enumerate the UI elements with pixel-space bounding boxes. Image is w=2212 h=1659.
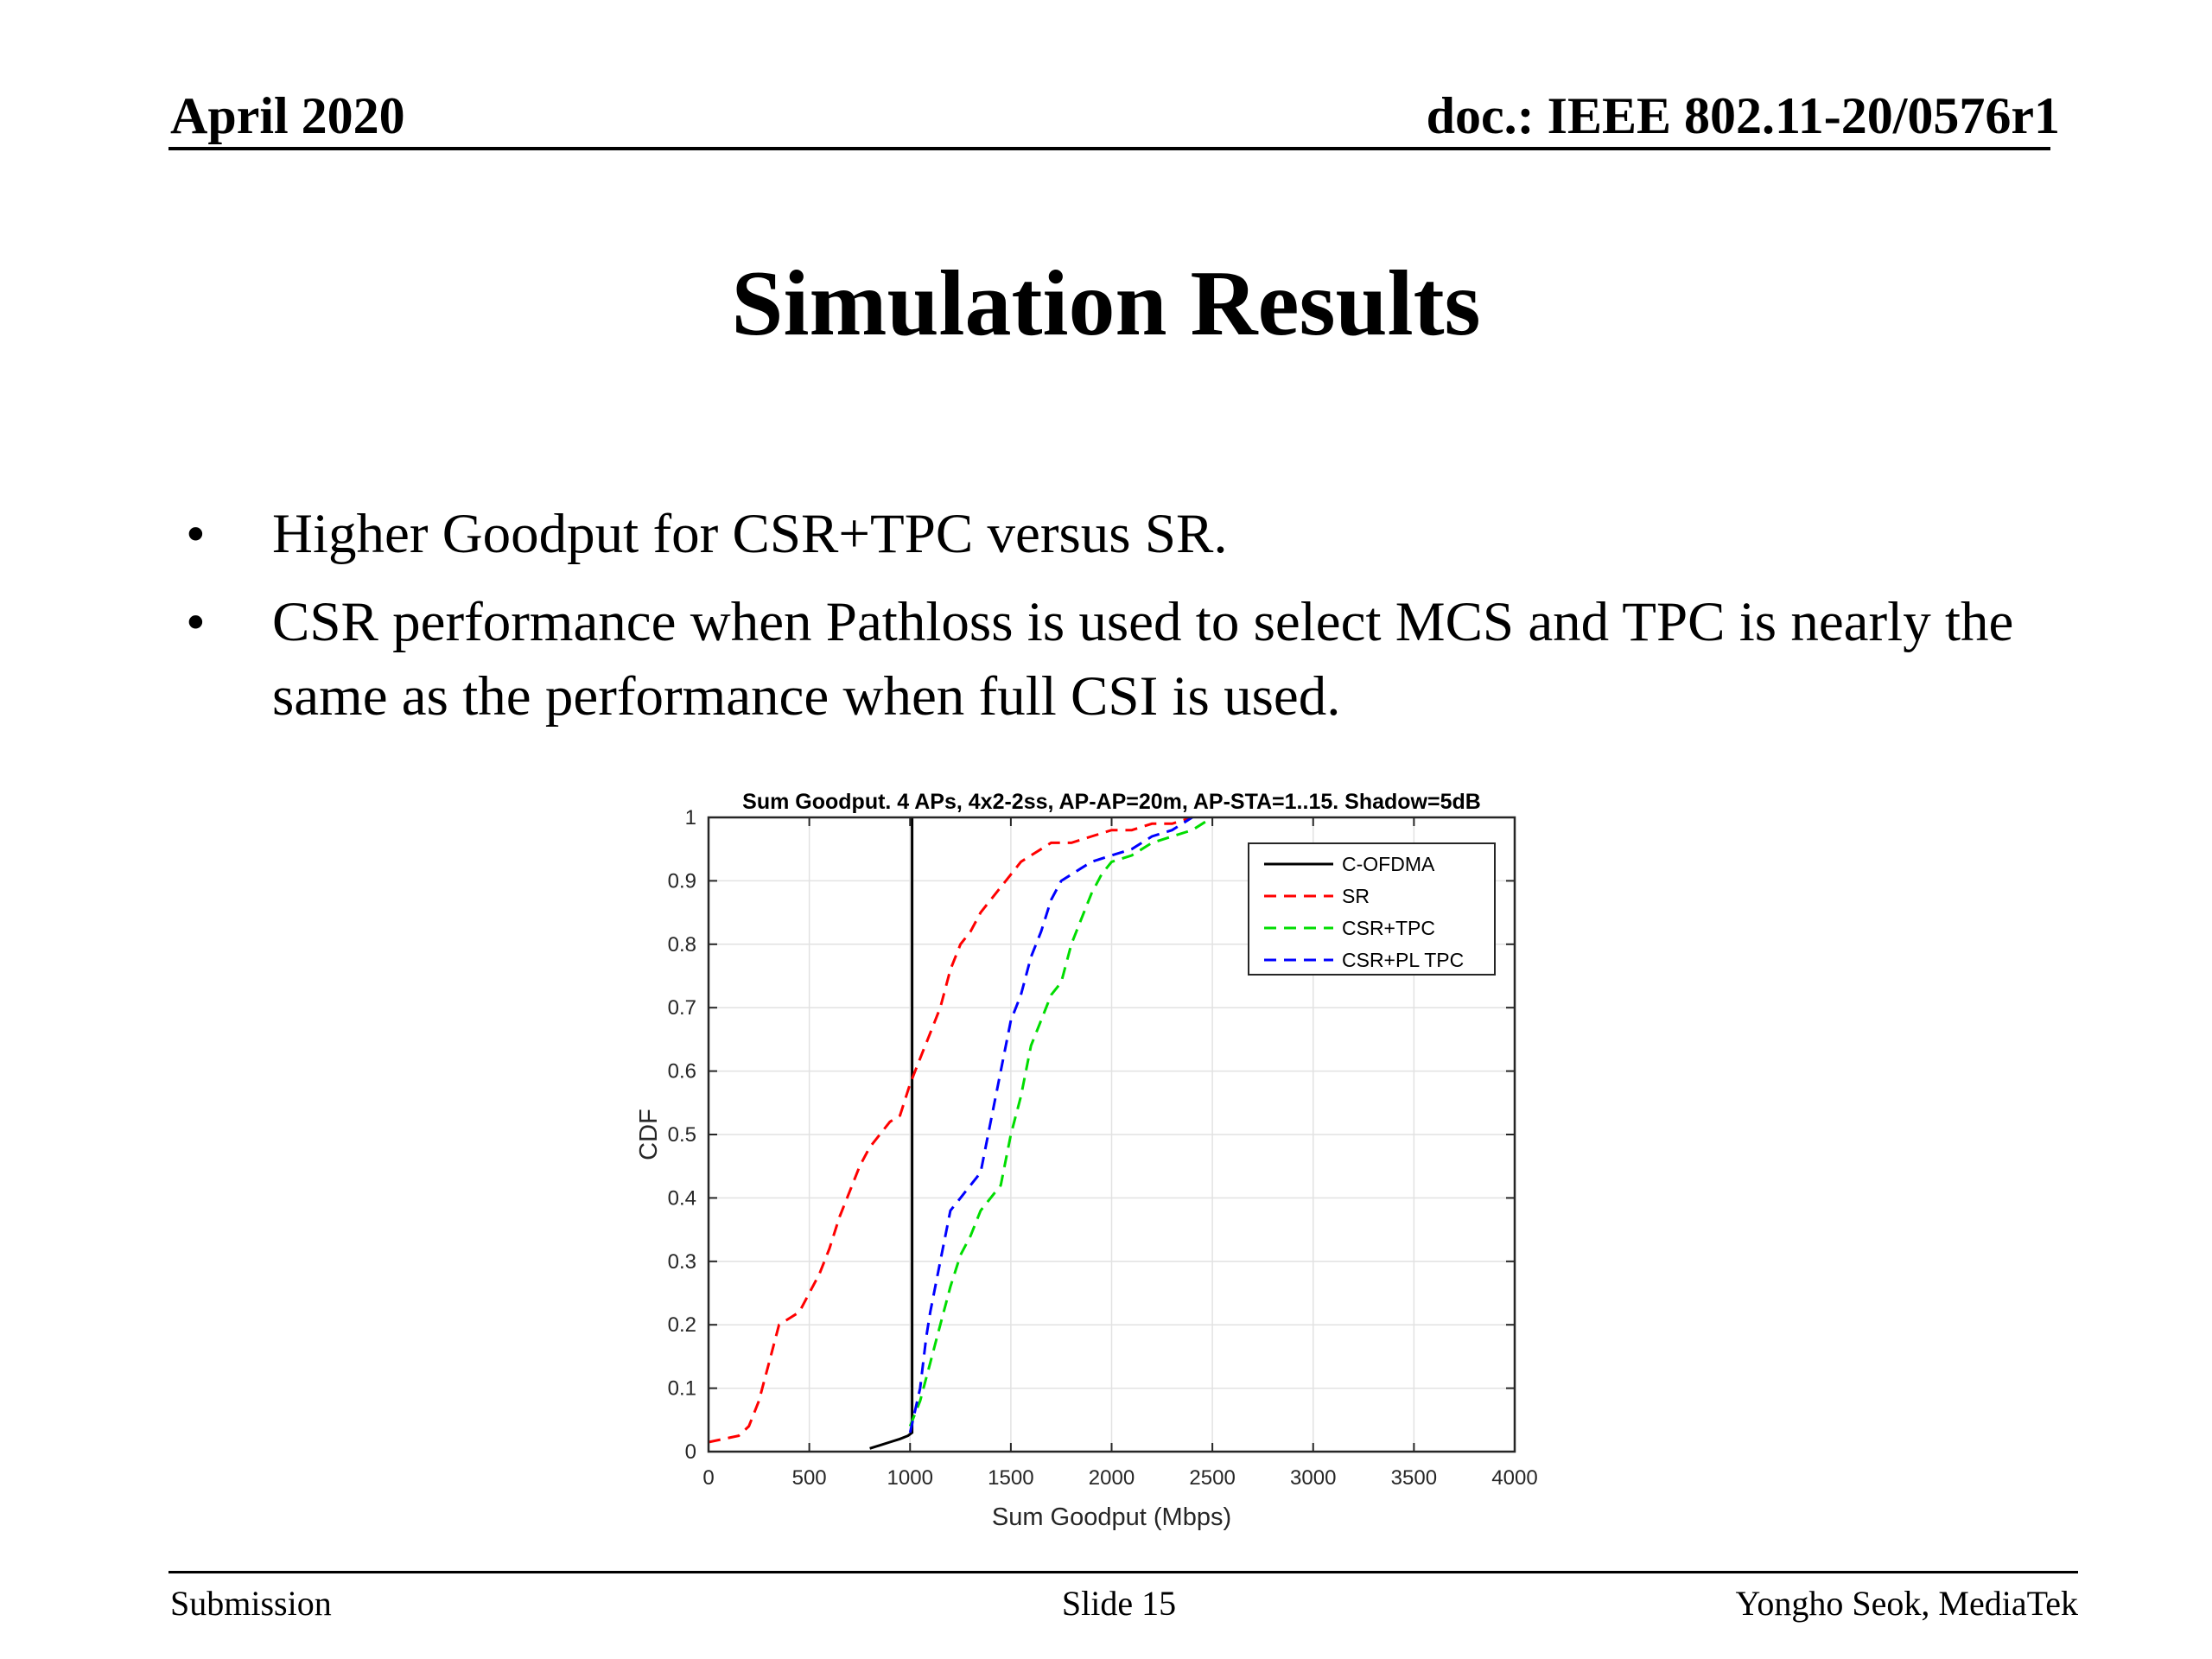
y-tick-label: 0.2: [668, 1313, 696, 1337]
y-tick-label: 0.9: [668, 869, 696, 893]
y-tick-label: 1: [685, 806, 696, 830]
header-doc-number: doc.: IEEE 802.11-20/0576r1: [1426, 87, 2060, 144]
x-tick-label: 3000: [1290, 1466, 1336, 1490]
footer-rule: [168, 1571, 2078, 1573]
footer-author: Yongho Seok, MediaTek: [1735, 1584, 2078, 1623]
bullet-text: Higher Goodput for CSR+TPC versus SR.: [272, 503, 1228, 565]
series-line-c-ofdma: [869, 817, 914, 1450]
bullet-list: • Higher Goodput for CSR+TPC versus SR. …: [186, 497, 2087, 747]
bullet-text: CSR performance when Pathloss is used to…: [272, 591, 2014, 728]
bullet-symbol: •: [186, 503, 206, 565]
legend-label: SR: [1342, 885, 1370, 907]
legend-label: C-OFDMA: [1342, 853, 1435, 875]
header-date: April 2020: [170, 87, 405, 144]
bullet-symbol: •: [186, 591, 206, 653]
x-tick-label: 4000: [1491, 1466, 1537, 1490]
y-tick-label: 0.1: [668, 1377, 696, 1401]
footer-slide-number: Slide 15: [1061, 1584, 1177, 1623]
slide-title: Simulation Results: [731, 252, 1481, 355]
x-tick-label: 3500: [1391, 1466, 1437, 1490]
series-line-sr: [708, 816, 1193, 1444]
bullet-item: • Higher Goodput for CSR+TPC versus SR.: [186, 497, 2087, 571]
footer-submission: Submission: [170, 1584, 332, 1623]
y-axis-label: CDF: [635, 1109, 663, 1160]
y-tick-label: 0.3: [668, 1250, 696, 1274]
cdf-chart: 0 500 1000 1500 2000 2500 3000 3500 4000 0 0.1 0.2 0…: [605, 778, 1573, 1547]
x-tick-label: 2500: [1189, 1466, 1235, 1490]
y-tick-label: 0.4: [668, 1186, 696, 1210]
x-tick-label: 1000: [887, 1466, 933, 1490]
bullet-item: • CSR performance when Pathloss is used …: [186, 585, 2087, 734]
header-rule: [168, 147, 2050, 150]
y-tick-label: 0.8: [668, 933, 696, 957]
x-tick-label: 0: [702, 1466, 714, 1490]
chart-svg: 0 500 1000 1500 2000 2500 3000 3500 4000 0 0.1 0.2 0…: [635, 790, 1538, 1531]
legend-label: CSR+TPC: [1342, 917, 1435, 939]
chart-title: Sum Goodput. 4 APs, 4x2-2ss, AP-AP=20m, …: [742, 790, 1481, 814]
series-line-csr-tpc: [908, 816, 1213, 1427]
y-tick-label: 0: [685, 1440, 696, 1464]
x-axis-label: Sum Goodput (Mbps): [992, 1503, 1231, 1531]
y-tick-label: 0.6: [668, 1060, 696, 1084]
x-tick-label: 2000: [1089, 1466, 1135, 1490]
y-tick-label: 0.5: [668, 1123, 696, 1147]
x-tick-label: 500: [792, 1466, 827, 1490]
x-tick-label: 1500: [988, 1466, 1033, 1490]
y-tick-label: 0.7: [668, 996, 696, 1020]
legend-label: CSR+PL TPC: [1342, 949, 1464, 971]
